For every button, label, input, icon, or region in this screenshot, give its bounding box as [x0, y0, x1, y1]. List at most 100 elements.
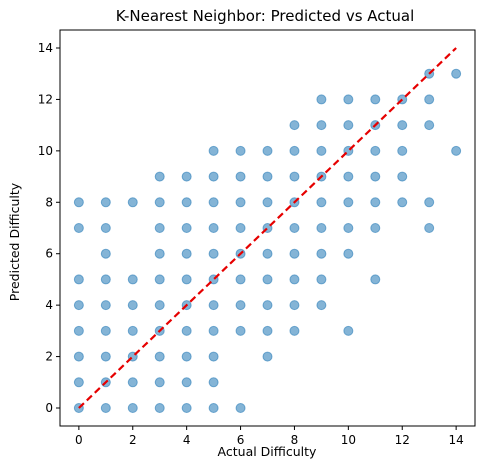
data-point — [289, 223, 300, 233]
data-point — [100, 274, 111, 285]
data-point — [289, 120, 300, 131]
x-tick-label: 6 — [237, 433, 245, 447]
data-point — [73, 325, 84, 336]
data-point — [181, 325, 192, 336]
data-point — [127, 274, 138, 285]
data-point — [127, 377, 138, 388]
data-point — [316, 223, 327, 233]
data-point — [316, 94, 327, 105]
data-point — [208, 403, 219, 413]
reference-line — [78, 47, 457, 409]
data-point — [181, 351, 192, 362]
data-point — [100, 300, 111, 311]
data-point — [127, 325, 138, 336]
data-point — [73, 223, 84, 233]
data-point — [424, 197, 435, 208]
data-point — [451, 68, 462, 79]
data-point — [154, 300, 165, 311]
y-axis-ticks: 0 2 4 6 8 10 12 14 — [38, 41, 60, 415]
x-axis-ticks: 0 2 4 6 8 10 12 14 — [75, 426, 464, 447]
data-point — [208, 300, 219, 311]
data-point — [127, 300, 138, 311]
data-point — [181, 223, 192, 233]
data-point — [343, 325, 354, 336]
data-point — [370, 94, 381, 105]
data-point — [73, 300, 84, 311]
data-point — [181, 377, 192, 388]
data-point — [181, 197, 192, 208]
data-point — [289, 145, 300, 156]
data-point — [262, 145, 273, 156]
data-point — [289, 248, 300, 259]
data-point — [100, 351, 111, 362]
data-point — [397, 171, 408, 182]
data-point — [370, 197, 381, 208]
data-point — [100, 197, 111, 208]
data-point — [262, 300, 273, 311]
x-tick-label: 14 — [448, 433, 463, 447]
data-point — [343, 171, 354, 182]
data-point — [73, 197, 84, 208]
y-tick-label: 4 — [45, 298, 53, 312]
data-point — [397, 145, 408, 156]
data-point — [127, 403, 138, 413]
data-point — [100, 403, 111, 413]
data-point — [262, 171, 273, 182]
data-point — [424, 120, 435, 131]
data-point — [451, 145, 462, 156]
x-tick-label: 0 — [75, 433, 83, 447]
data-point — [370, 274, 381, 285]
data-point — [316, 145, 327, 156]
data-point — [397, 120, 408, 131]
data-point — [262, 197, 273, 208]
data-point — [154, 248, 165, 259]
data-point — [208, 223, 219, 233]
data-point — [262, 248, 273, 259]
y-axis-label: Predicted Difficulty — [7, 182, 22, 301]
data-point — [181, 403, 192, 413]
data-point — [208, 351, 219, 362]
data-point — [181, 274, 192, 285]
data-point — [208, 197, 219, 208]
data-point — [208, 325, 219, 336]
y-tick-label: 12 — [38, 92, 53, 106]
data-point — [235, 223, 246, 233]
data-point — [343, 248, 354, 259]
data-point — [235, 300, 246, 311]
data-point — [100, 325, 111, 336]
data-point — [289, 274, 300, 285]
data-point — [235, 145, 246, 156]
x-tick-label: 12 — [395, 433, 410, 447]
y-tick-label: 8 — [45, 195, 53, 209]
x-tick-label: 4 — [183, 433, 191, 447]
y-tick-label: 0 — [45, 401, 53, 415]
data-point — [100, 223, 111, 233]
data-point — [208, 171, 219, 182]
data-point — [208, 145, 219, 156]
data-point — [100, 248, 111, 259]
data-point — [181, 248, 192, 259]
chart-title: K-Nearest Neighbor: Predicted vs Actual — [116, 7, 415, 25]
x-tick-label: 10 — [341, 433, 356, 447]
data-point — [235, 403, 246, 413]
data-point — [235, 197, 246, 208]
data-point — [208, 248, 219, 259]
data-point — [127, 197, 138, 208]
data-point — [262, 274, 273, 285]
y-tick-label: 2 — [45, 350, 53, 364]
data-point — [316, 300, 327, 311]
plot-frame — [59, 29, 476, 427]
data-point — [73, 351, 84, 362]
data-point — [370, 171, 381, 182]
data-point — [262, 325, 273, 336]
data-point — [154, 171, 165, 182]
data-point — [289, 300, 300, 311]
data-point — [343, 120, 354, 131]
x-tick-label: 8 — [291, 433, 299, 447]
data-point — [154, 274, 165, 285]
x-tick-label: 2 — [129, 433, 137, 447]
data-point — [154, 197, 165, 208]
data-point — [316, 120, 327, 131]
y-tick-label: 10 — [38, 144, 53, 158]
